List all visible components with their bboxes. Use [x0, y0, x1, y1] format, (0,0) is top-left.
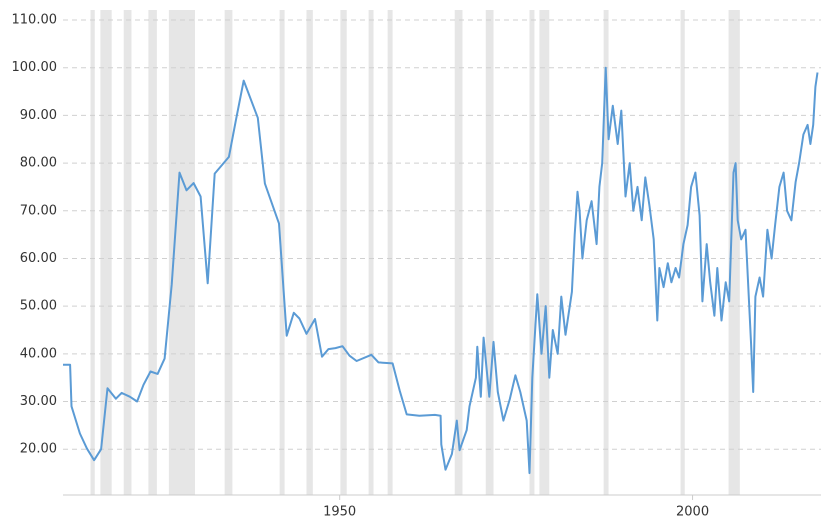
shaded-range [603, 10, 609, 495]
shaded-range [340, 10, 347, 495]
y-tick-label: 100.00 [12, 60, 58, 75]
y-tick-label: 50.00 [20, 299, 57, 314]
y-tick-label: 30.00 [20, 394, 57, 409]
shaded-range [485, 10, 494, 495]
y-tick-label: 110.00 [12, 13, 58, 28]
shaded-range [148, 10, 157, 495]
x-tick-label: 1950 [323, 505, 356, 520]
line-series [63, 66, 819, 475]
shaded-range [728, 10, 740, 495]
shaded-range [168, 10, 195, 495]
y-tick-label: 20.00 [20, 442, 57, 457]
y-tick-label: 70.00 [20, 203, 57, 218]
y-tick-label: 60.00 [20, 251, 57, 266]
shaded-range [539, 10, 550, 495]
shaded-range [306, 10, 313, 495]
shaded-range [454, 10, 463, 495]
shaded-range [368, 10, 374, 495]
y-tick-label: 80.00 [20, 156, 57, 171]
y-tick-label: 40.00 [20, 346, 57, 361]
x-tick-label: 2000 [676, 505, 709, 520]
shaded-range [90, 10, 95, 495]
shaded-range [123, 10, 132, 495]
shaded-range [279, 10, 285, 495]
shaded-range [224, 10, 233, 495]
shaded-range [529, 10, 535, 495]
shaded-range [100, 10, 112, 495]
shaded-range [387, 10, 393, 495]
y-tick-label: 90.00 [20, 108, 57, 123]
